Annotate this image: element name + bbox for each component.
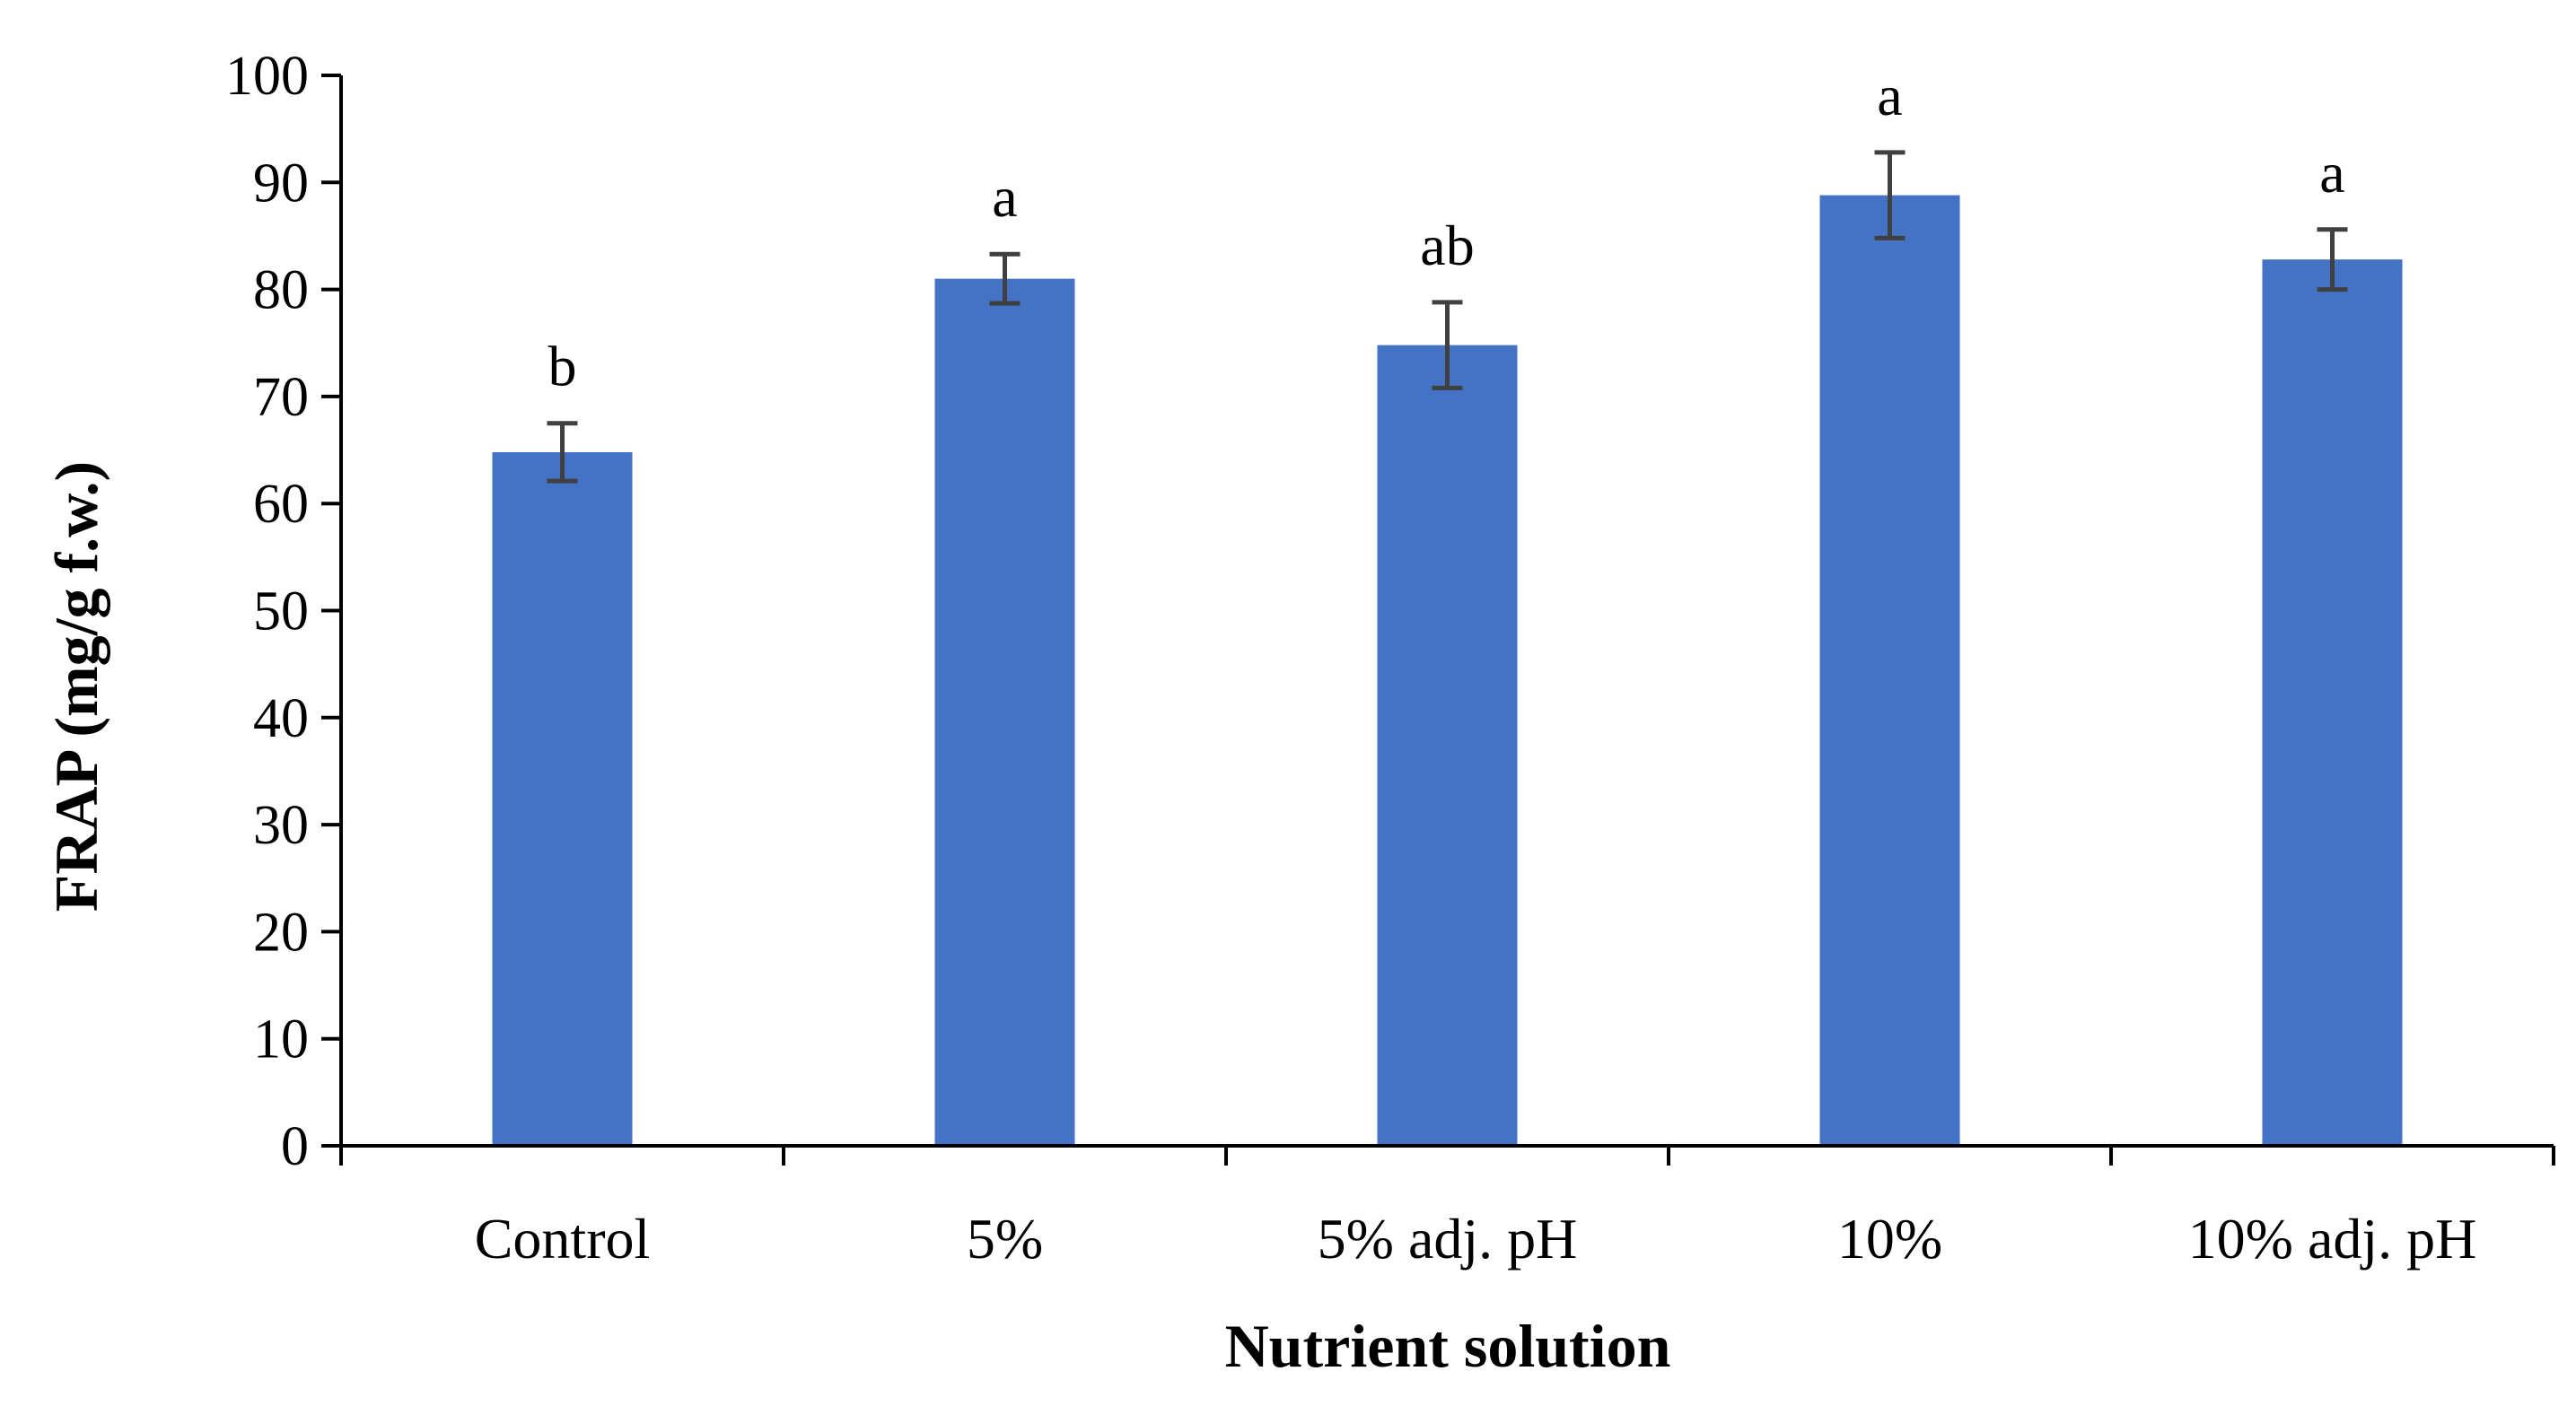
x-axis-category-labels: Control 5% 5% adj. pH 10% 10% adj. pH (475, 1207, 2477, 1271)
bar-control (492, 451, 633, 1146)
significance-letter: b (548, 335, 577, 398)
x-category-label: 10% adj. pH (2188, 1207, 2477, 1271)
bar-5-adj-ph (1377, 345, 1518, 1146)
significance-labels: b a ab a a (548, 64, 2345, 398)
error-bar (2317, 227, 2348, 293)
significance-letter: a (1877, 64, 1902, 127)
y-tick-label: 0 (281, 1116, 309, 1177)
y-tick-label: 40 (253, 688, 309, 749)
y-tick-label: 20 (253, 902, 309, 963)
error-bars (547, 150, 2348, 484)
significance-letter: a (2319, 141, 2344, 205)
bar-10 (1819, 195, 1960, 1147)
y-tick-label: 70 (253, 367, 309, 428)
significance-letter: a (992, 165, 1017, 229)
y-tick-label: 50 (253, 581, 309, 642)
y-axis-ticks: 0 10 20 30 40 50 60 70 80 90 100 (225, 46, 341, 1177)
error-bar (1432, 300, 1463, 390)
significance-letter: ab (1420, 214, 1474, 277)
y-axis-title: FRAP (mg/g f.w.) (42, 461, 110, 912)
x-category-label: Control (475, 1207, 651, 1271)
error-bar (547, 421, 578, 484)
y-tick-label: 60 (253, 474, 309, 535)
y-tick-label: 80 (253, 260, 309, 321)
x-category-label: 5% (967, 1207, 1043, 1271)
y-tick-label: 10 (253, 1009, 309, 1070)
bar-10-adj-ph (2262, 259, 2403, 1146)
x-axis-ticks (339, 1146, 2555, 1166)
x-axis-title: Nutrient solution (1225, 1312, 1671, 1380)
error-bar (1874, 150, 1906, 240)
y-tick-label: 30 (253, 795, 309, 856)
y-tick-label: 90 (253, 153, 309, 214)
y-tick-label: 100 (225, 46, 309, 107)
bar-5 (934, 278, 1075, 1146)
x-category-label: 5% adj. pH (1318, 1207, 1578, 1271)
bar-series (492, 195, 2403, 1147)
error-bar (989, 251, 1021, 306)
x-category-label: 10% (1837, 1207, 1942, 1271)
